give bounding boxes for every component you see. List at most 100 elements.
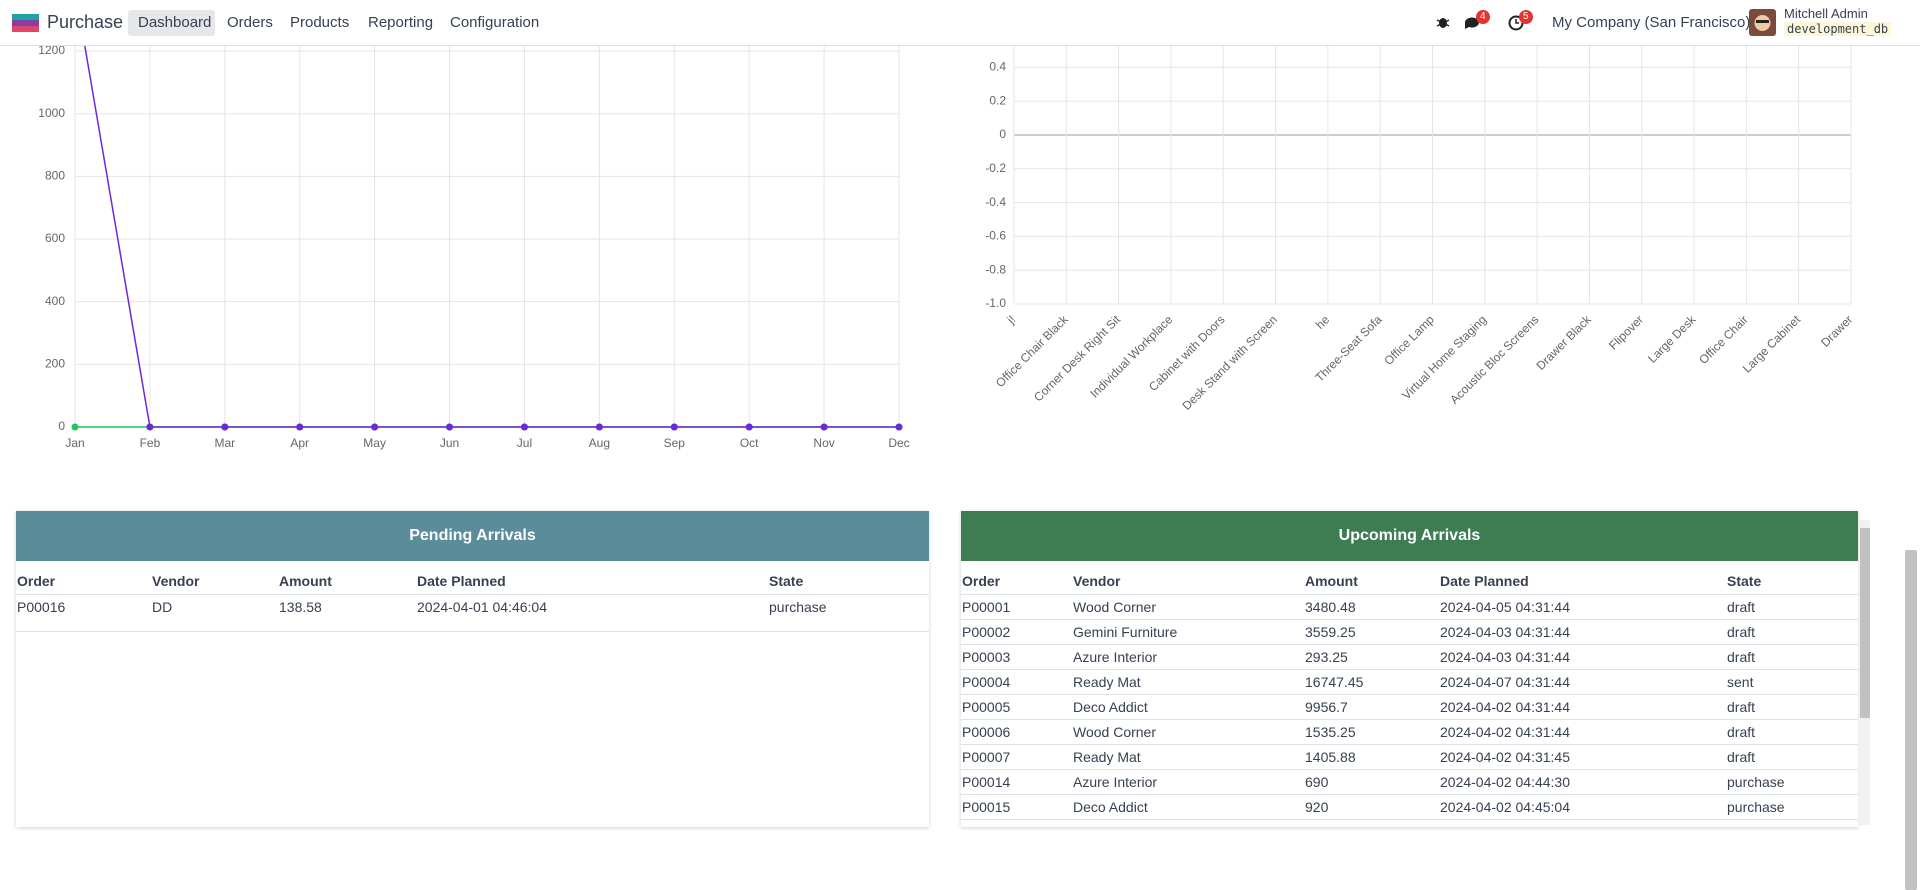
x-tick-label: Sep <box>664 436 686 450</box>
inner-scrollbar[interactable] <box>1860 520 1870 825</box>
table-cell: 1535.25 <box>1305 724 1356 740</box>
activity-badge: 5 <box>1519 10 1533 24</box>
table-cell: P00014 <box>962 774 1011 790</box>
table-cell: 3559.25 <box>1305 624 1356 640</box>
x-tick-label: Large Desk <box>1645 312 1699 366</box>
table-cell: 3480.48 <box>1305 599 1356 615</box>
y-tick-label: 0 <box>58 419 65 433</box>
table-cell: Azure Interior <box>1073 649 1158 665</box>
table-cell: 2024-04-03 04:31:44 <box>1440 624 1570 640</box>
x-tick-label: Oct <box>740 436 759 450</box>
row-divider <box>16 631 929 632</box>
table-cell: draft <box>1727 724 1756 740</box>
table-cell: purchase <box>769 599 827 615</box>
menu-item[interactable]: Products <box>290 14 350 31</box>
x-tick-label: Dec <box>888 436 909 450</box>
x-tick-label: May <box>363 436 386 450</box>
table-cell: 2024-04-02 04:44:30 <box>1440 774 1570 790</box>
menu-item[interactable]: Orders <box>227 14 273 31</box>
table-cell: purchase <box>1727 820 1785 827</box>
menu-item[interactable]: Configuration <box>450 14 540 31</box>
point <box>146 423 154 431</box>
table-cell: 2024-04-02 04:31:44 <box>1440 724 1570 740</box>
column-header: Date Planned <box>1440 573 1529 589</box>
x-tick-label: Jul <box>517 436 532 450</box>
x-tick-label: j! <box>1004 312 1019 327</box>
table-cell: draft <box>1727 699 1756 715</box>
pending-card: Pending Arrivals Order Vendor Amount Date P… <box>16 511 929 827</box>
row-divider <box>961 719 1858 720</box>
table-cell: 1405.88 <box>1305 749 1356 765</box>
table-cell: P00002 <box>962 624 1011 640</box>
table-cell: 2024-04-02 04:31:44 <box>1440 699 1570 715</box>
table-cell: 920 <box>1305 799 1329 815</box>
database: development_db <box>1784 22 1892 36</box>
point <box>221 423 229 431</box>
table-cell: purchase <box>1727 799 1785 815</box>
x-tick-label: Acoustic Bloc Screens <box>1447 312 1541 406</box>
column-header: State <box>769 573 804 589</box>
app-name[interactable]: Purchase <box>47 12 124 32</box>
debug-icon[interactable] <box>1436 15 1450 29</box>
column-header: Amount <box>279 573 332 589</box>
y-tick-label: 400 <box>45 294 65 308</box>
y-tick-label: 0.2 <box>989 93 1006 107</box>
table-cell: 2024-04-01 04:46:04 <box>417 599 547 615</box>
column-header: Date Planned <box>417 573 506 589</box>
page-scroll-thumb[interactable] <box>1905 550 1917 890</box>
table-cell: Ready Mat <box>1073 749 1141 765</box>
inner-scroll-thumb[interactable] <box>1860 528 1870 718</box>
menu-item[interactable]: Dashboard <box>138 14 212 31</box>
row-divider <box>961 744 1858 745</box>
point <box>296 423 304 431</box>
point <box>670 423 678 431</box>
column-header: Order <box>962 573 1001 589</box>
table-cell: P00005 <box>962 699 1011 715</box>
messages-badge: 4 <box>1476 10 1490 24</box>
table-cell: DD <box>1073 820 1093 827</box>
point <box>520 423 528 431</box>
x-tick-label: Feb <box>140 436 161 450</box>
row-divider <box>961 669 1858 670</box>
table-cell: 2024-04-05 04:31:44 <box>1440 599 1570 615</box>
table-cell: Ready Mat <box>1073 674 1141 690</box>
table-cell: 9956.7 <box>1305 699 1348 715</box>
table-cell: draft <box>1727 749 1756 765</box>
x-tick-label: Drawer <box>1818 312 1855 349</box>
point <box>820 423 828 431</box>
y-tick-label: -0.6 <box>985 229 1006 243</box>
row-divider <box>961 619 1858 620</box>
row-divider <box>961 644 1858 645</box>
table-cell: draft <box>1727 649 1756 665</box>
table-cell: Deco Addict <box>1073 799 1148 815</box>
line <box>76 0 899 428</box>
column-header: Vendor <box>152 573 200 589</box>
active-menu <box>128 10 215 36</box>
row-divider <box>961 794 1858 795</box>
messages-icon[interactable] <box>1464 16 1481 30</box>
column-header: Vendor <box>1073 573 1121 589</box>
x-tick-label: Apr <box>290 436 309 450</box>
table-cell: DD <box>152 599 173 615</box>
table-cell: P00001 <box>962 599 1011 615</box>
y-tick-label: 0 <box>999 127 1006 141</box>
navbar: Purchase Dashboard Orders Products Repor… <box>0 0 1920 46</box>
x-tick-label: Office Chair <box>1696 312 1751 367</box>
y-tick-label: 1200 <box>38 43 65 57</box>
user-name[interactable]: Mitchell Admin <box>1784 6 1868 21</box>
table-cell: 16747.45 <box>1305 674 1364 690</box>
company[interactable]: My Company (San Francisco) <box>1552 14 1751 31</box>
table-cell: 2024-04-02 04:31:45 <box>1440 749 1570 765</box>
menu-item[interactable]: Reporting <box>368 14 434 31</box>
point <box>371 423 379 431</box>
y-tick-label: 800 <box>45 169 65 183</box>
y-tick-label: -0.2 <box>985 161 1006 175</box>
table-cell: 2024-04-07 04:31:44 <box>1440 674 1570 690</box>
charts: 0 200 400 600 800 1000 1200 Jan Feb Mar Apr May Jun J… <box>38 0 1855 450</box>
x-tick-label: he <box>1313 312 1333 332</box>
x-tick-label: Jun <box>440 436 459 450</box>
table-cell: P00017 <box>962 820 1010 827</box>
card-title: Pending Arrivals <box>16 511 929 561</box>
table-cell: Wood Corner <box>1073 599 1157 615</box>
avatar[interactable] <box>1749 9 1776 36</box>
